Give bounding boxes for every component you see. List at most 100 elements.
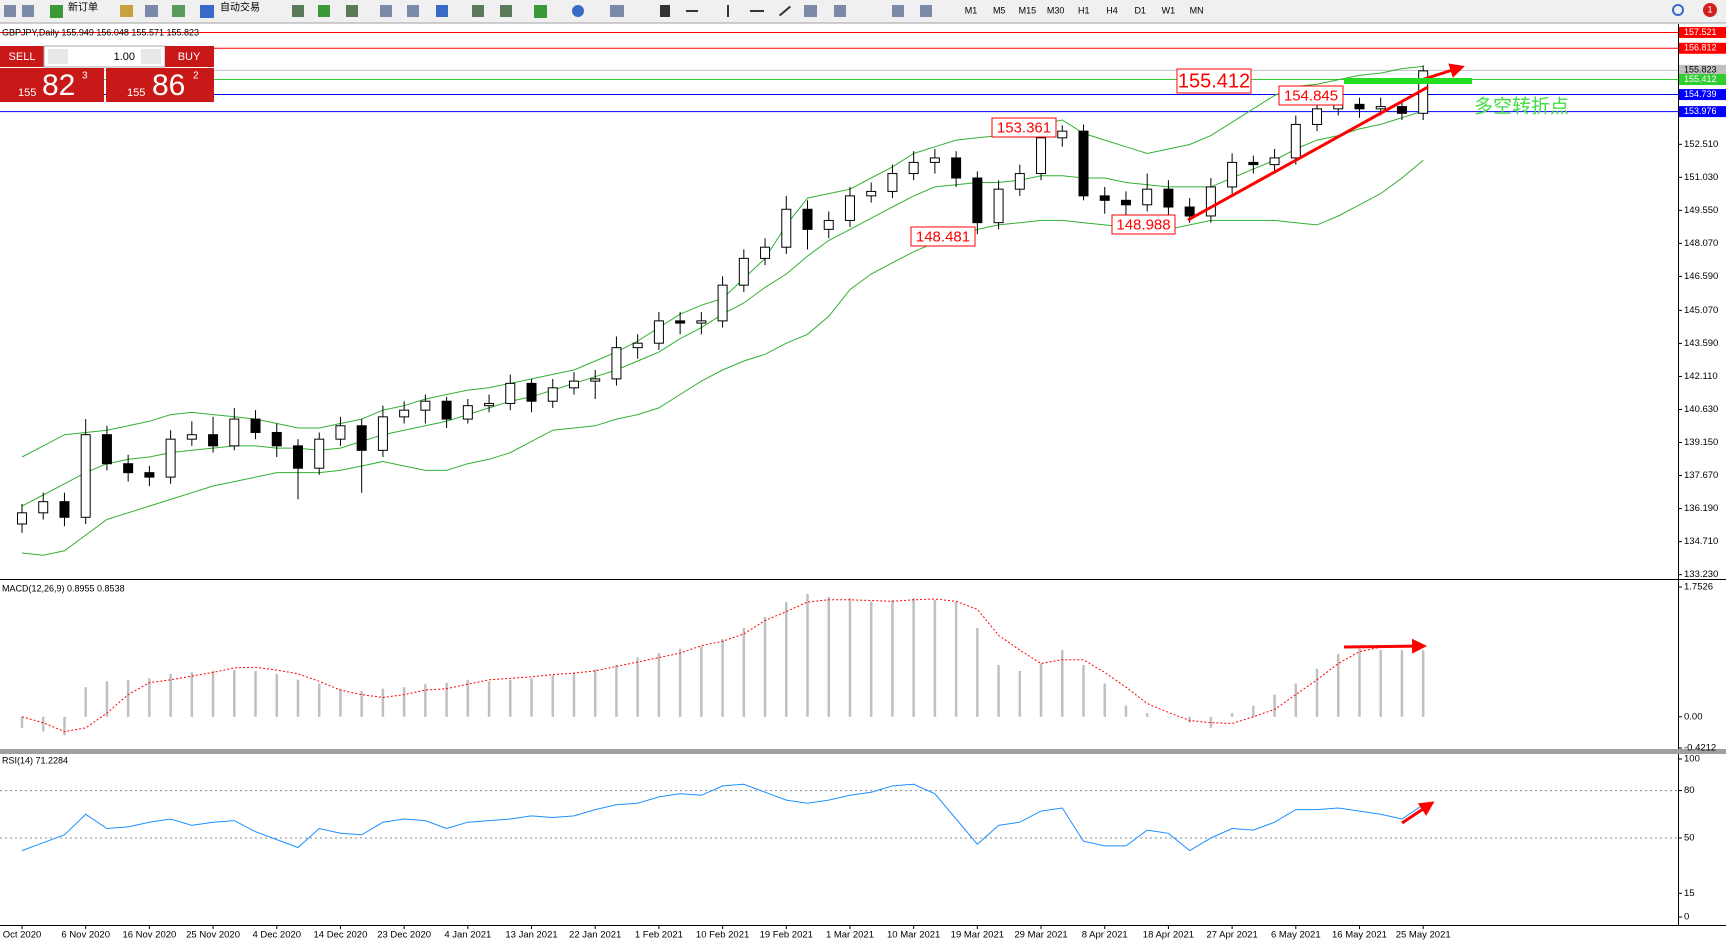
lot-value[interactable]: 1.00 [114, 51, 135, 63]
icon[interactable] [892, 5, 904, 17]
timeframe-button[interactable]: M5 [993, 5, 1006, 15]
icon[interactable] [834, 5, 846, 17]
annotation-box [910, 226, 976, 247]
sell-button[interactable] [0, 46, 44, 67]
icon[interactable] [292, 5, 304, 17]
icon[interactable] [804, 5, 817, 17]
candle-body [59, 501, 70, 518]
candle-body [1312, 108, 1323, 125]
bid-box[interactable] [0, 68, 104, 102]
icon[interactable] [750, 10, 764, 12]
icon[interactable] [727, 5, 729, 17]
icon[interactable] [572, 5, 584, 17]
y-tick-label: 152.510 [1684, 139, 1718, 150]
x-tick-label: 13 Jan 2021 [505, 930, 557, 941]
annotation: 153.361 [997, 119, 1051, 136]
y-tick-label: 139.150 [1684, 437, 1718, 448]
icon[interactable] [318, 5, 330, 17]
timeframe-button[interactable]: W1 [1162, 5, 1176, 15]
icon[interactable] [120, 5, 133, 17]
icon[interactable] [778, 5, 792, 17]
timeframe-button[interactable]: M15 [1019, 5, 1037, 15]
macd-bar [41, 716, 45, 732]
icon[interactable] [610, 5, 624, 17]
macd-bar [572, 672, 576, 717]
candle-body [1184, 206, 1195, 217]
candle-body [1057, 130, 1068, 139]
candle-body [760, 246, 771, 259]
icon[interactable] [686, 10, 698, 12]
icon[interactable] [22, 5, 34, 17]
macd-bar [233, 670, 236, 717]
candle-body [972, 177, 983, 224]
candle-body [993, 188, 1004, 224]
x-tick-label: 16 Nov 2020 [122, 930, 176, 941]
buy-button[interactable] [165, 46, 214, 67]
candle-body [632, 342, 643, 349]
x-tick-label: 16 May 2021 [1332, 930, 1387, 941]
buy-label[interactable]: BUY [178, 51, 201, 63]
timeframe-button[interactable]: M30 [1047, 5, 1065, 15]
candle-body [271, 431, 282, 447]
candle-body [292, 445, 303, 469]
icon[interactable] [660, 5, 670, 17]
y-tick-label: 151.030 [1684, 172, 1718, 183]
icon[interactable] [172, 5, 185, 17]
candle-body [1163, 188, 1174, 208]
icon[interactable] [200, 5, 214, 18]
icon[interactable] [380, 5, 392, 17]
macd-bar [869, 601, 873, 717]
price-label: 156.812 [1684, 43, 1717, 53]
candle-body [844, 195, 855, 221]
icon[interactable] [4, 5, 16, 17]
icon[interactable] [920, 5, 932, 17]
indicator-title: MACD(12,26,9) 0.8955 0.8538 [2, 583, 125, 593]
arrow [1420, 63, 1465, 82]
macd-bar [657, 653, 661, 717]
y-tick-label: 143.590 [1684, 338, 1718, 349]
icon[interactable] [346, 5, 358, 17]
x-tick-label: 22 Jan 2021 [569, 930, 621, 941]
lot-up[interactable] [141, 49, 161, 64]
timeframe-button[interactable]: MN [1190, 5, 1204, 15]
new-order-button[interactable]: 新订单 [68, 1, 98, 14]
ask-small: 2 [193, 71, 199, 82]
y-tick-label: 149.550 [1684, 205, 1718, 216]
icon[interactable] [534, 5, 547, 18]
macd-bar [1337, 653, 1340, 717]
candle-body [866, 190, 877, 197]
icon[interactable] [500, 5, 512, 17]
x-tick-label: 27 Apr 2021 [1206, 930, 1257, 941]
macd-bar [105, 681, 109, 717]
chart-area [0, 24, 1678, 943]
candle-body [101, 434, 112, 465]
icon[interactable] [472, 5, 484, 17]
annotation: 148.481 [916, 228, 970, 245]
y-tick-label: 134.710 [1684, 536, 1718, 547]
timeframe-button[interactable]: M1 [965, 5, 978, 15]
x-tick-label: 19 Feb 2021 [760, 930, 813, 941]
search-icon[interactable] [1672, 4, 1684, 16]
candle-body [1036, 137, 1047, 175]
lot-down[interactable] [48, 49, 68, 64]
y-tick-label: 15 [1684, 888, 1695, 899]
candle-body [781, 208, 792, 248]
price-label-box [1679, 42, 1726, 54]
timeframe-button[interactable]: H4 [1106, 5, 1118, 15]
timeframe-button[interactable]: D1 [1134, 5, 1146, 15]
arrow [1401, 801, 1435, 825]
icon[interactable] [50, 5, 63, 18]
y-tick-label: 148.070 [1684, 238, 1718, 249]
ask-box[interactable] [106, 68, 214, 102]
notification-icon[interactable] [1703, 3, 1717, 17]
timeframe-button[interactable]: H1 [1078, 5, 1090, 15]
auto-trading-button[interactable]: 自动交易 [220, 1, 260, 14]
macd-bar [487, 681, 491, 717]
x-tick-label: 25 Nov 2020 [186, 930, 240, 941]
annotation-note: 多空转折点 [1474, 96, 1569, 118]
candle-body [611, 347, 622, 380]
icon[interactable] [436, 5, 448, 17]
icon[interactable] [407, 5, 419, 17]
sell-label[interactable]: SELL [9, 51, 36, 63]
icon[interactable] [145, 5, 158, 17]
